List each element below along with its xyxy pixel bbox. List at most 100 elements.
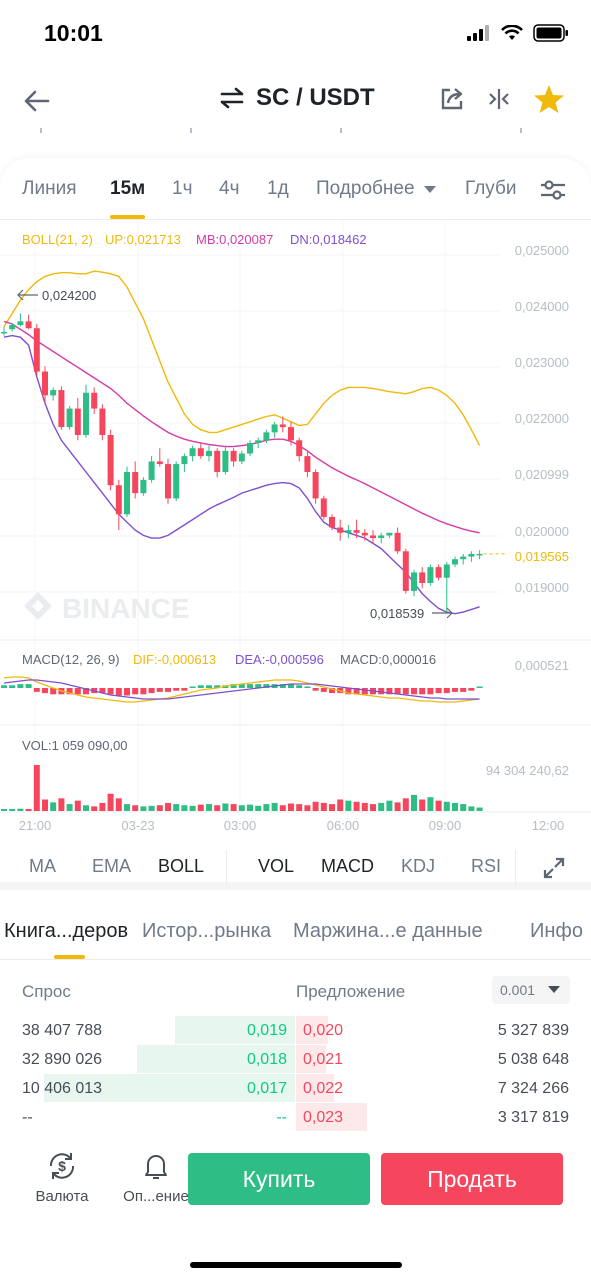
tab-order-book[interactable]: Книга...деров [4,920,129,942]
status-time: 10:01 [44,20,103,46]
time-tick: 12:00 [532,818,565,833]
chart-canvas[interactable]: BINANCE BOLL(21, 2) UP:0,021713 MB:0,020… [0,222,591,840]
candle-body [173,464,180,499]
volume-bar [230,804,237,811]
volume-bar [468,806,475,811]
tab-margin-data[interactable]: Маржина...е данные [293,920,483,942]
candle-body [17,321,24,326]
share-icon[interactable] [439,86,465,112]
alert-label: Оп...ение [123,1188,189,1205]
indicator-rsi[interactable]: RSI [471,856,502,876]
volume-bar [9,809,16,811]
currency-button[interactable]: $ Валюта [22,1150,102,1205]
alert-button[interactable]: Оп...ение [103,1150,209,1205]
fullscreen-icon[interactable] [542,856,566,880]
candle-body [156,461,163,465]
ask-price: 0,022 [303,1080,344,1097]
buy-button[interactable]: Купить [188,1153,370,1205]
macd-histogram-bar [476,686,483,688]
volume-bar [140,806,147,811]
indicator-ema[interactable]: EMA [92,856,132,876]
back-arrow-icon[interactable] [20,84,54,118]
macd-histogram-bar [189,686,196,688]
candle-body [74,408,81,435]
ask-quantity: 3 317 819 [497,1109,569,1126]
macd-histogram-bar [460,688,467,692]
candle-body [402,551,409,591]
candle-body [124,472,130,515]
volume-bar [263,804,270,811]
status-bar: 10:01 [0,0,591,70]
indicator-macd[interactable]: MACD [321,856,374,876]
order-book-row[interactable]: -- -- 0,023 3 317 819 [0,1103,591,1132]
bid-price: 0,018 [246,1051,287,1068]
macd-histogram-bar [99,688,106,694]
candle-body [9,325,16,330]
indicator-boll[interactable]: BOLL [158,856,205,876]
indicator-ma[interactable]: MA [29,856,56,876]
indicator-vol[interactable]: VOL [258,856,295,876]
candle-body [476,553,483,556]
high-price-label: 0,024200 [42,288,96,303]
compare-icon[interactable] [487,87,511,111]
order-book-row[interactable]: 38 407 788 0,019 0,020 5 327 839 [0,1016,591,1045]
scroll-ticks [0,128,591,136]
tab-4h[interactable]: 4ч [219,178,240,199]
price-chart[interactable]: BINANCE BOLL(21, 2) UP:0,021713 MB:0,020… [0,222,591,840]
macd-histogram-bar [140,688,147,695]
precision-select[interactable]: 0.001 [492,976,570,1004]
volume-bar [33,765,40,811]
caret-down-icon [548,986,560,993]
tab-market-history[interactable]: Истор...рынка [142,920,272,942]
volume-bar [353,801,360,811]
tab-more[interactable]: Подробнее [316,178,436,200]
candle-body [165,464,171,499]
settings-sliders-icon[interactable] [539,178,567,202]
tab-1h[interactable]: 1ч [172,178,193,199]
macd-histogram-bar [17,684,24,688]
tab-line[interactable]: Линия [22,178,77,199]
candle-body [33,328,40,372]
candle-body [91,392,98,409]
candle-body [370,535,376,539]
macd-label: MACD(12, 26, 9) [22,652,120,667]
bid-depth-bar [44,1074,295,1102]
pair-selector[interactable]: SC / USDT [218,84,375,112]
macd-histogram-bar [443,688,450,694]
macd-histogram-bar [214,685,221,688]
candle-body [337,527,344,533]
macd-dea-line [3,679,480,700]
macd-dif-label: DIF:-0,000613 [133,652,216,667]
macd-histogram-bar [197,685,204,688]
status-icons [467,24,569,42]
bid-price: 0,017 [246,1080,287,1097]
candle-body [271,424,278,433]
binance-logo-icon [24,592,52,620]
price-tick: 0,024000 [515,299,569,314]
ask-quantity: 5 038 648 [497,1051,569,1068]
ask-depth-bar [296,1045,326,1073]
macd-histogram-bar [115,688,122,696]
candle-body [25,321,32,329]
tab-info[interactable]: Инфо [530,920,583,942]
home-indicator [190,1262,402,1268]
sell-button[interactable]: Продать [381,1153,563,1205]
bid-quantity: 10 406 013 [22,1080,103,1097]
candle-body [460,556,467,560]
candle-body [58,390,65,428]
interval-tabs: Линия 15м 1ч 4ч 1д Подробнее Глуби [0,160,591,220]
order-book-row[interactable]: 10 406 013 0,017 0,022 7 324 266 [0,1074,591,1103]
star-icon[interactable] [533,84,565,114]
tab-15m[interactable]: 15м [110,178,146,199]
indicator-kdj[interactable]: KDJ [401,856,436,876]
tab-1d[interactable]: 1д [267,178,289,199]
candle-body [222,450,229,472]
high-marker-icon [17,289,38,301]
candle-body [304,456,311,472]
order-book-row[interactable]: 32 890 026 0,018 0,021 5 038 648 [0,1045,591,1074]
low-price-label: 0,018539 [370,606,424,621]
macd-histogram-bar [411,688,417,695]
volume-bar [345,800,352,811]
tab-depth[interactable]: Глуби [465,178,517,199]
candle-body [255,440,262,443]
